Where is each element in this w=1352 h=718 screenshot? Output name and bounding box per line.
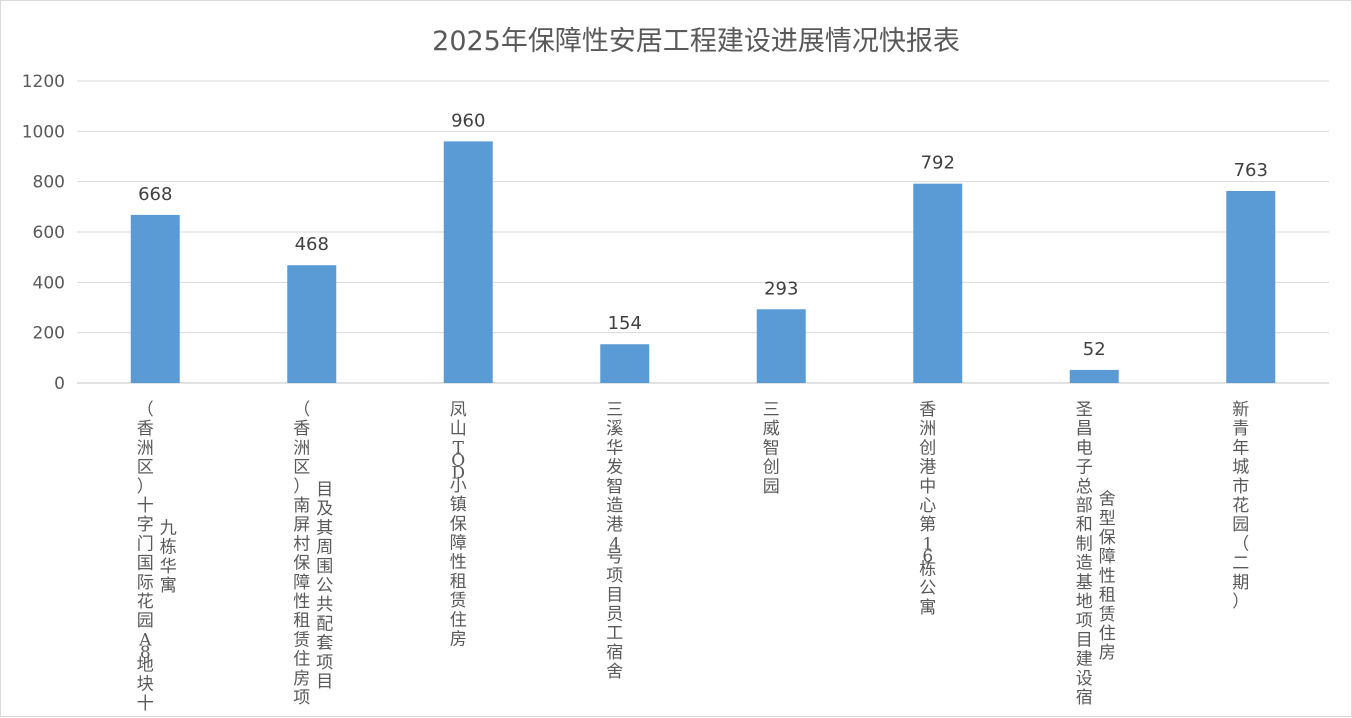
bar — [130, 214, 180, 383]
bar — [1069, 369, 1119, 383]
data-label: 960 — [451, 110, 485, 131]
y-tick-label: 200 — [33, 324, 65, 344]
x-tick-label: 香洲创港中心第 1 6 栋公寓 — [919, 400, 936, 618]
y-tick-label: 400 — [33, 273, 65, 293]
x-tick-label: 三溪华发智造港 4 号项目员工宿舍 — [606, 400, 623, 682]
bar — [600, 344, 650, 383]
y-tick-label: 600 — [33, 223, 65, 243]
x-tick-label: （香洲区）十字门国际花园 A 8 地块十 — [137, 400, 154, 714]
data-label: 668 — [138, 184, 172, 205]
bar — [756, 309, 806, 383]
y-tick-label: 1200 — [22, 72, 65, 92]
x-tick-label: 舍型保障性租赁住房 — [1099, 490, 1116, 664]
data-label: 792 — [921, 153, 955, 174]
x-tick-label: 圣昌电子总部和制造基地项目建设宿 — [1076, 400, 1093, 708]
data-label: 154 — [608, 313, 642, 334]
chart-title: 2025年保障性安居工程建设进展情况快报表 — [432, 26, 960, 57]
x-tick-label: 凤山 T O D 小镇保障性租赁住房 — [450, 400, 467, 650]
data-label: 763 — [1234, 160, 1268, 181]
y-tick-label: 1000 — [22, 122, 65, 142]
x-tick-label: （香洲区）南屏村保障性租赁住房项 — [293, 400, 310, 708]
data-label: 52 — [1083, 339, 1106, 360]
bar — [1226, 190, 1276, 383]
bar — [287, 265, 337, 383]
x-tick-label: 目及其周围公共配套项目 — [316, 480, 333, 692]
data-label: 293 — [764, 278, 798, 299]
bar — [443, 141, 493, 383]
y-tick-label: 0 — [54, 374, 65, 394]
x-tick-label: 九栋华寓 — [160, 518, 177, 596]
data-label: 468 — [295, 234, 329, 255]
y-tick-label: 800 — [33, 173, 65, 193]
x-tick-label: 三威智创园 — [763, 400, 780, 497]
x-tick-label: 新青年城市花园（二期） — [1232, 400, 1249, 612]
bar — [913, 183, 963, 383]
